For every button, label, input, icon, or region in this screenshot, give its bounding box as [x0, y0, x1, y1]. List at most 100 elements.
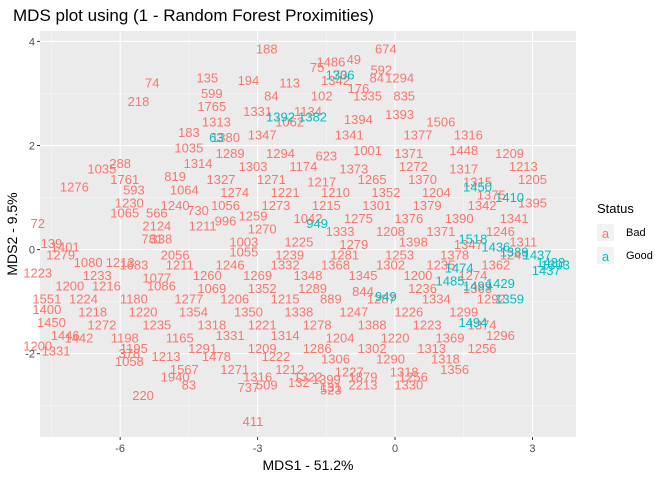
- point-label-bad: 1322: [294, 370, 323, 385]
- y-tick-label: 2: [29, 141, 35, 153]
- point-label-bad: 1379: [413, 198, 442, 213]
- point-label-bad: 2124: [142, 219, 171, 234]
- point-label-bad: 73: [333, 68, 347, 83]
- point-label-bad: 1273: [261, 198, 290, 213]
- point-label-bad: 566: [146, 206, 168, 221]
- point-label-bad: 509: [256, 377, 278, 392]
- x-axis-ticks: -6 -3 0 3: [115, 437, 536, 455]
- y-tick-label: -2: [25, 349, 35, 361]
- point-label-good: 1306: [326, 68, 355, 83]
- point-label-bad: 1239: [275, 247, 304, 262]
- point-label-bad: 1377: [403, 128, 432, 143]
- point-label-bad: 1195: [120, 341, 148, 356]
- point-label-bad: 1311: [509, 234, 537, 249]
- point-label-bad: 1374: [468, 318, 497, 333]
- point-label-bad: 1313: [202, 115, 231, 130]
- point-label-bad: 1064: [170, 182, 199, 197]
- point-label-bad: 1294: [385, 70, 414, 85]
- point-label-bad: 1294: [266, 146, 295, 161]
- point-label-bad: 1215: [271, 292, 300, 307]
- point-label-bad: 1276: [60, 180, 89, 195]
- point-label-bad: 1134: [294, 104, 322, 119]
- legend-key-bad: [597, 224, 614, 241]
- point-label-bad: 1291: [188, 341, 217, 356]
- point-label-bad: 1378: [440, 247, 469, 262]
- point-label-bad: 1363: [463, 281, 492, 296]
- point-label-bad: 1331: [243, 104, 272, 119]
- x-tick-label: 0: [392, 443, 398, 455]
- point-label-bad: 1216: [92, 279, 121, 294]
- point-label-good: 63: [209, 130, 223, 145]
- point-label-bad: 1204: [326, 331, 355, 346]
- y-tick-label: 4: [29, 36, 35, 48]
- point-label-bad: 1286: [303, 341, 332, 356]
- point-label-bad: 1342: [321, 73, 350, 88]
- point-label-bad: 1450: [37, 315, 66, 330]
- point-label-bad: 1221: [248, 318, 277, 333]
- point-label-bad: 218: [128, 94, 150, 109]
- point-label-bad: 1213: [106, 255, 135, 270]
- point-label-bad: 1316: [243, 370, 272, 385]
- point-label-bad: 1065: [110, 206, 139, 221]
- point-label-bad: 1210: [321, 185, 350, 200]
- point-label-bad: 1277: [174, 292, 203, 307]
- point-label-bad: 102: [311, 89, 333, 104]
- point-label-bad: 1212: [275, 362, 304, 377]
- point-label-bad: 1211: [166, 258, 194, 273]
- point-label-good: 1437: [532, 263, 561, 278]
- point-label-bad: 1395: [518, 195, 547, 210]
- point-label-bad: 378: [118, 346, 140, 361]
- chart-title: MDS plot using (1 - Random Forest Proxim…: [13, 6, 374, 25]
- point-label-bad: 72: [30, 216, 44, 231]
- x-tick-label: -6: [115, 443, 125, 455]
- point-label-good: 1429: [486, 276, 515, 291]
- point-label-bad: 1204: [422, 185, 451, 200]
- point-label-bad: 1331: [216, 328, 245, 343]
- point-label-good: 1437: [523, 247, 552, 262]
- point-label-bad: 1200: [23, 338, 52, 353]
- point-label-good: 1499: [463, 279, 492, 294]
- point-label-bad: 1055: [229, 245, 258, 260]
- point-label-bad: 1035: [174, 141, 203, 156]
- point-label-bad: 1256: [399, 370, 428, 385]
- point-label-bad: 1551: [32, 292, 61, 307]
- point-label-bad: 1279: [46, 247, 75, 262]
- point-label-bad: 1486: [316, 55, 345, 70]
- point-label-good: 1474: [445, 260, 474, 275]
- point-label-bad: 1327: [206, 172, 235, 187]
- point-label-bad: 1001: [353, 143, 382, 158]
- point-label-bad: 674: [375, 42, 397, 57]
- point-label-bad: 1388: [358, 318, 387, 333]
- point-label-bad: 49: [347, 52, 361, 67]
- point-label-bad: 1318: [431, 351, 460, 366]
- point-label-bad: 1318: [390, 364, 419, 379]
- point-label-bad: 1442: [64, 331, 93, 346]
- point-label-bad: 1313: [417, 341, 446, 356]
- x-tick-label: -3: [253, 443, 263, 455]
- point-label-good: 1359: [495, 292, 524, 307]
- point-label-bad: 1274: [458, 268, 487, 283]
- point-label-bad: 1224: [69, 292, 98, 307]
- point-label-bad: 1401: [51, 240, 80, 255]
- minor-gridlines: [40, 31, 576, 437]
- point-label-good: 1389: [500, 245, 529, 260]
- point-label-bad: 194: [238, 73, 260, 88]
- point-label-bad: 183: [178, 125, 200, 140]
- point-label-bad: 74: [145, 76, 159, 91]
- point-label-bad: 1347: [248, 128, 277, 143]
- point-label-bad: 1342: [468, 198, 497, 213]
- point-label-bad: 83: [182, 377, 196, 392]
- point-label-bad: 176: [348, 81, 370, 96]
- point-label-bad: 1209: [248, 341, 277, 356]
- point-label-bad: 1270: [248, 221, 277, 236]
- point-label-bad: 835: [393, 89, 415, 104]
- point-label-bad: 523: [320, 383, 342, 398]
- point-label-bad: 1246: [216, 258, 245, 273]
- point-label-bad: 1233: [83, 268, 112, 283]
- point-label-bad: 1217: [307, 174, 336, 189]
- point-label-bad: 1368: [321, 258, 350, 273]
- point-label-bad: 1206: [220, 292, 249, 307]
- point-label-bad: 1332: [271, 258, 300, 273]
- point-label-bad: 1306: [321, 351, 350, 366]
- point-label-bad: 1223: [23, 266, 52, 281]
